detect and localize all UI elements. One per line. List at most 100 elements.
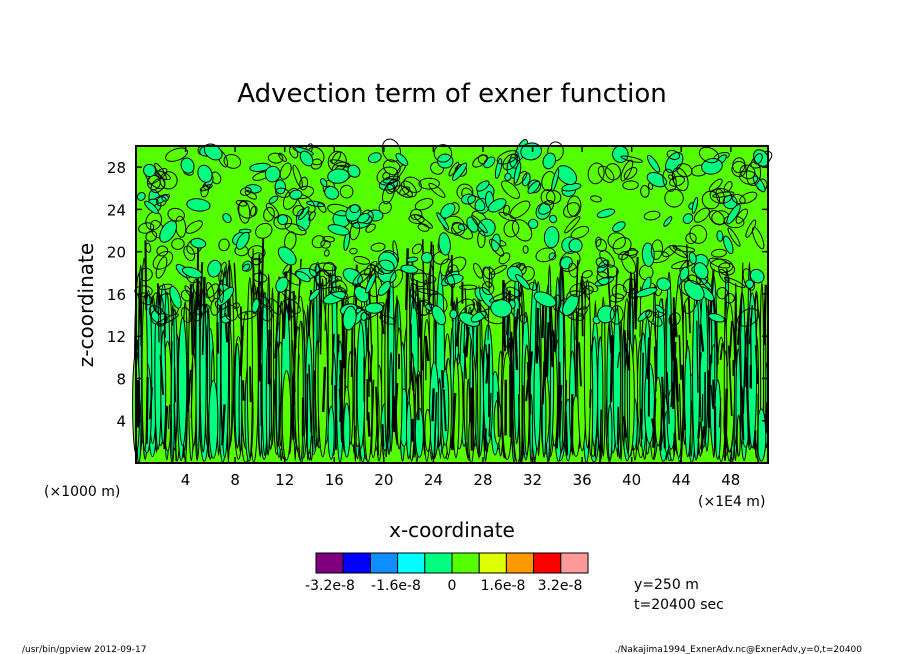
- contour-line: [221, 404, 226, 446]
- contour-loop: [609, 293, 625, 303]
- contour-loop: [155, 256, 168, 279]
- contour-line: [419, 301, 424, 371]
- contour-loop: [509, 200, 531, 219]
- contour-cell: [699, 287, 709, 448]
- contour-line: [580, 276, 584, 337]
- contour-loop: [190, 237, 207, 249]
- contour-loop: [417, 223, 430, 232]
- contour-line: [678, 383, 683, 457]
- contour-loop: [622, 278, 637, 294]
- contour-loop: [662, 244, 678, 258]
- contour-loop: [389, 269, 404, 288]
- x-tick-label: 32: [523, 471, 542, 489]
- colorbar-label: -1.6e-8: [371, 578, 421, 594]
- contour-loop: [685, 232, 697, 245]
- contour-line: [616, 351, 621, 368]
- contour-line: [616, 406, 620, 445]
- y-axis-ticks: 4 8 12 16 20 24 28: [107, 159, 768, 431]
- contour-loop: [596, 259, 610, 273]
- contour-line: [661, 376, 666, 449]
- contour-loop: [596, 208, 616, 219]
- contour-line: [197, 280, 200, 307]
- contour-line: [442, 389, 447, 432]
- contour-line: [745, 365, 750, 439]
- contour-loop: [752, 226, 765, 250]
- contour-cell: [736, 414, 741, 457]
- contour-loop: [323, 249, 330, 257]
- contour-loop: [352, 268, 372, 287]
- contour-loop: [605, 163, 621, 181]
- contour-loop: [263, 206, 275, 222]
- x-tick-label: 20: [374, 471, 393, 489]
- contour-loop: [701, 190, 721, 210]
- contour-line: [525, 379, 530, 402]
- contour-line: [249, 366, 252, 403]
- contour-loop: [165, 147, 189, 162]
- x-tick-label: 16: [325, 471, 344, 489]
- contour-loop: [693, 207, 710, 223]
- footer-left: /usr/bin/gpview 2012-09-17: [22, 645, 146, 654]
- contour-loop: [433, 251, 450, 265]
- contour-line: [517, 394, 521, 463]
- contour-loop: [477, 230, 486, 249]
- contour-loop: [551, 168, 560, 192]
- contour-loop: [664, 188, 684, 208]
- footer-right: ./Nakajima1994_ExnerAdv.nc@ExnerAdv,y=0,…: [615, 645, 862, 654]
- contour-loop: [522, 245, 529, 254]
- contour-loop: [411, 272, 437, 284]
- contour-loop: [577, 306, 588, 317]
- contour-line: [740, 262, 744, 335]
- contour-loop: [418, 177, 440, 190]
- contour-cell: [405, 401, 412, 459]
- y-tick-label: 20: [107, 244, 126, 262]
- x-tick-label: 48: [721, 471, 740, 489]
- contour-loop: [621, 253, 637, 274]
- contour-loop: [620, 159, 634, 182]
- contour-cell: [477, 284, 481, 460]
- contour-loop: [509, 153, 521, 169]
- contour-line: [313, 370, 317, 433]
- chart-title: Advection term of exner function: [237, 79, 666, 109]
- contour-line: [646, 337, 650, 380]
- contour-loop: [156, 196, 167, 207]
- contour-cell: [424, 408, 432, 452]
- contour-cell: [327, 406, 335, 460]
- plot-frame: [135, 145, 769, 464]
- contour-loop: [414, 198, 434, 211]
- contour-loop: [200, 184, 209, 198]
- contour-loop: [220, 315, 231, 324]
- contour-line: [641, 352, 644, 426]
- contour-line: [639, 408, 643, 440]
- contour-loop: [282, 187, 299, 210]
- contour-loop: [596, 271, 610, 286]
- contour-loop: [145, 242, 152, 253]
- contour-loop: [322, 235, 336, 243]
- contour-line: [740, 386, 745, 441]
- contour-loop: [597, 305, 615, 324]
- contour-loop: [519, 314, 528, 324]
- contour-loop: [521, 172, 531, 187]
- contour-line: [666, 372, 670, 425]
- contour-loop: [328, 274, 339, 284]
- contour-loop: [244, 184, 262, 194]
- colorbar-swatch: [560, 552, 589, 574]
- contour-line: [409, 360, 415, 392]
- x-tick-label: 36: [573, 471, 592, 489]
- contour-loop: [533, 291, 557, 308]
- contour-line: [578, 342, 582, 387]
- colorbar-swatch: [315, 552, 344, 574]
- contour-line: [485, 353, 490, 384]
- contour-line: [170, 341, 173, 414]
- contour-loop: [498, 211, 516, 222]
- contour-loop: [556, 165, 578, 186]
- contour-loop: [654, 304, 665, 314]
- contour-line: [535, 307, 540, 364]
- contour-loop: [222, 213, 232, 224]
- contour-loop: [408, 214, 425, 224]
- contour-loop: [363, 261, 378, 276]
- contour-line: [260, 238, 265, 305]
- contour-loop: [595, 257, 609, 268]
- contour-line: [633, 273, 637, 329]
- contour-line: [685, 340, 689, 359]
- contour-line: [451, 392, 457, 451]
